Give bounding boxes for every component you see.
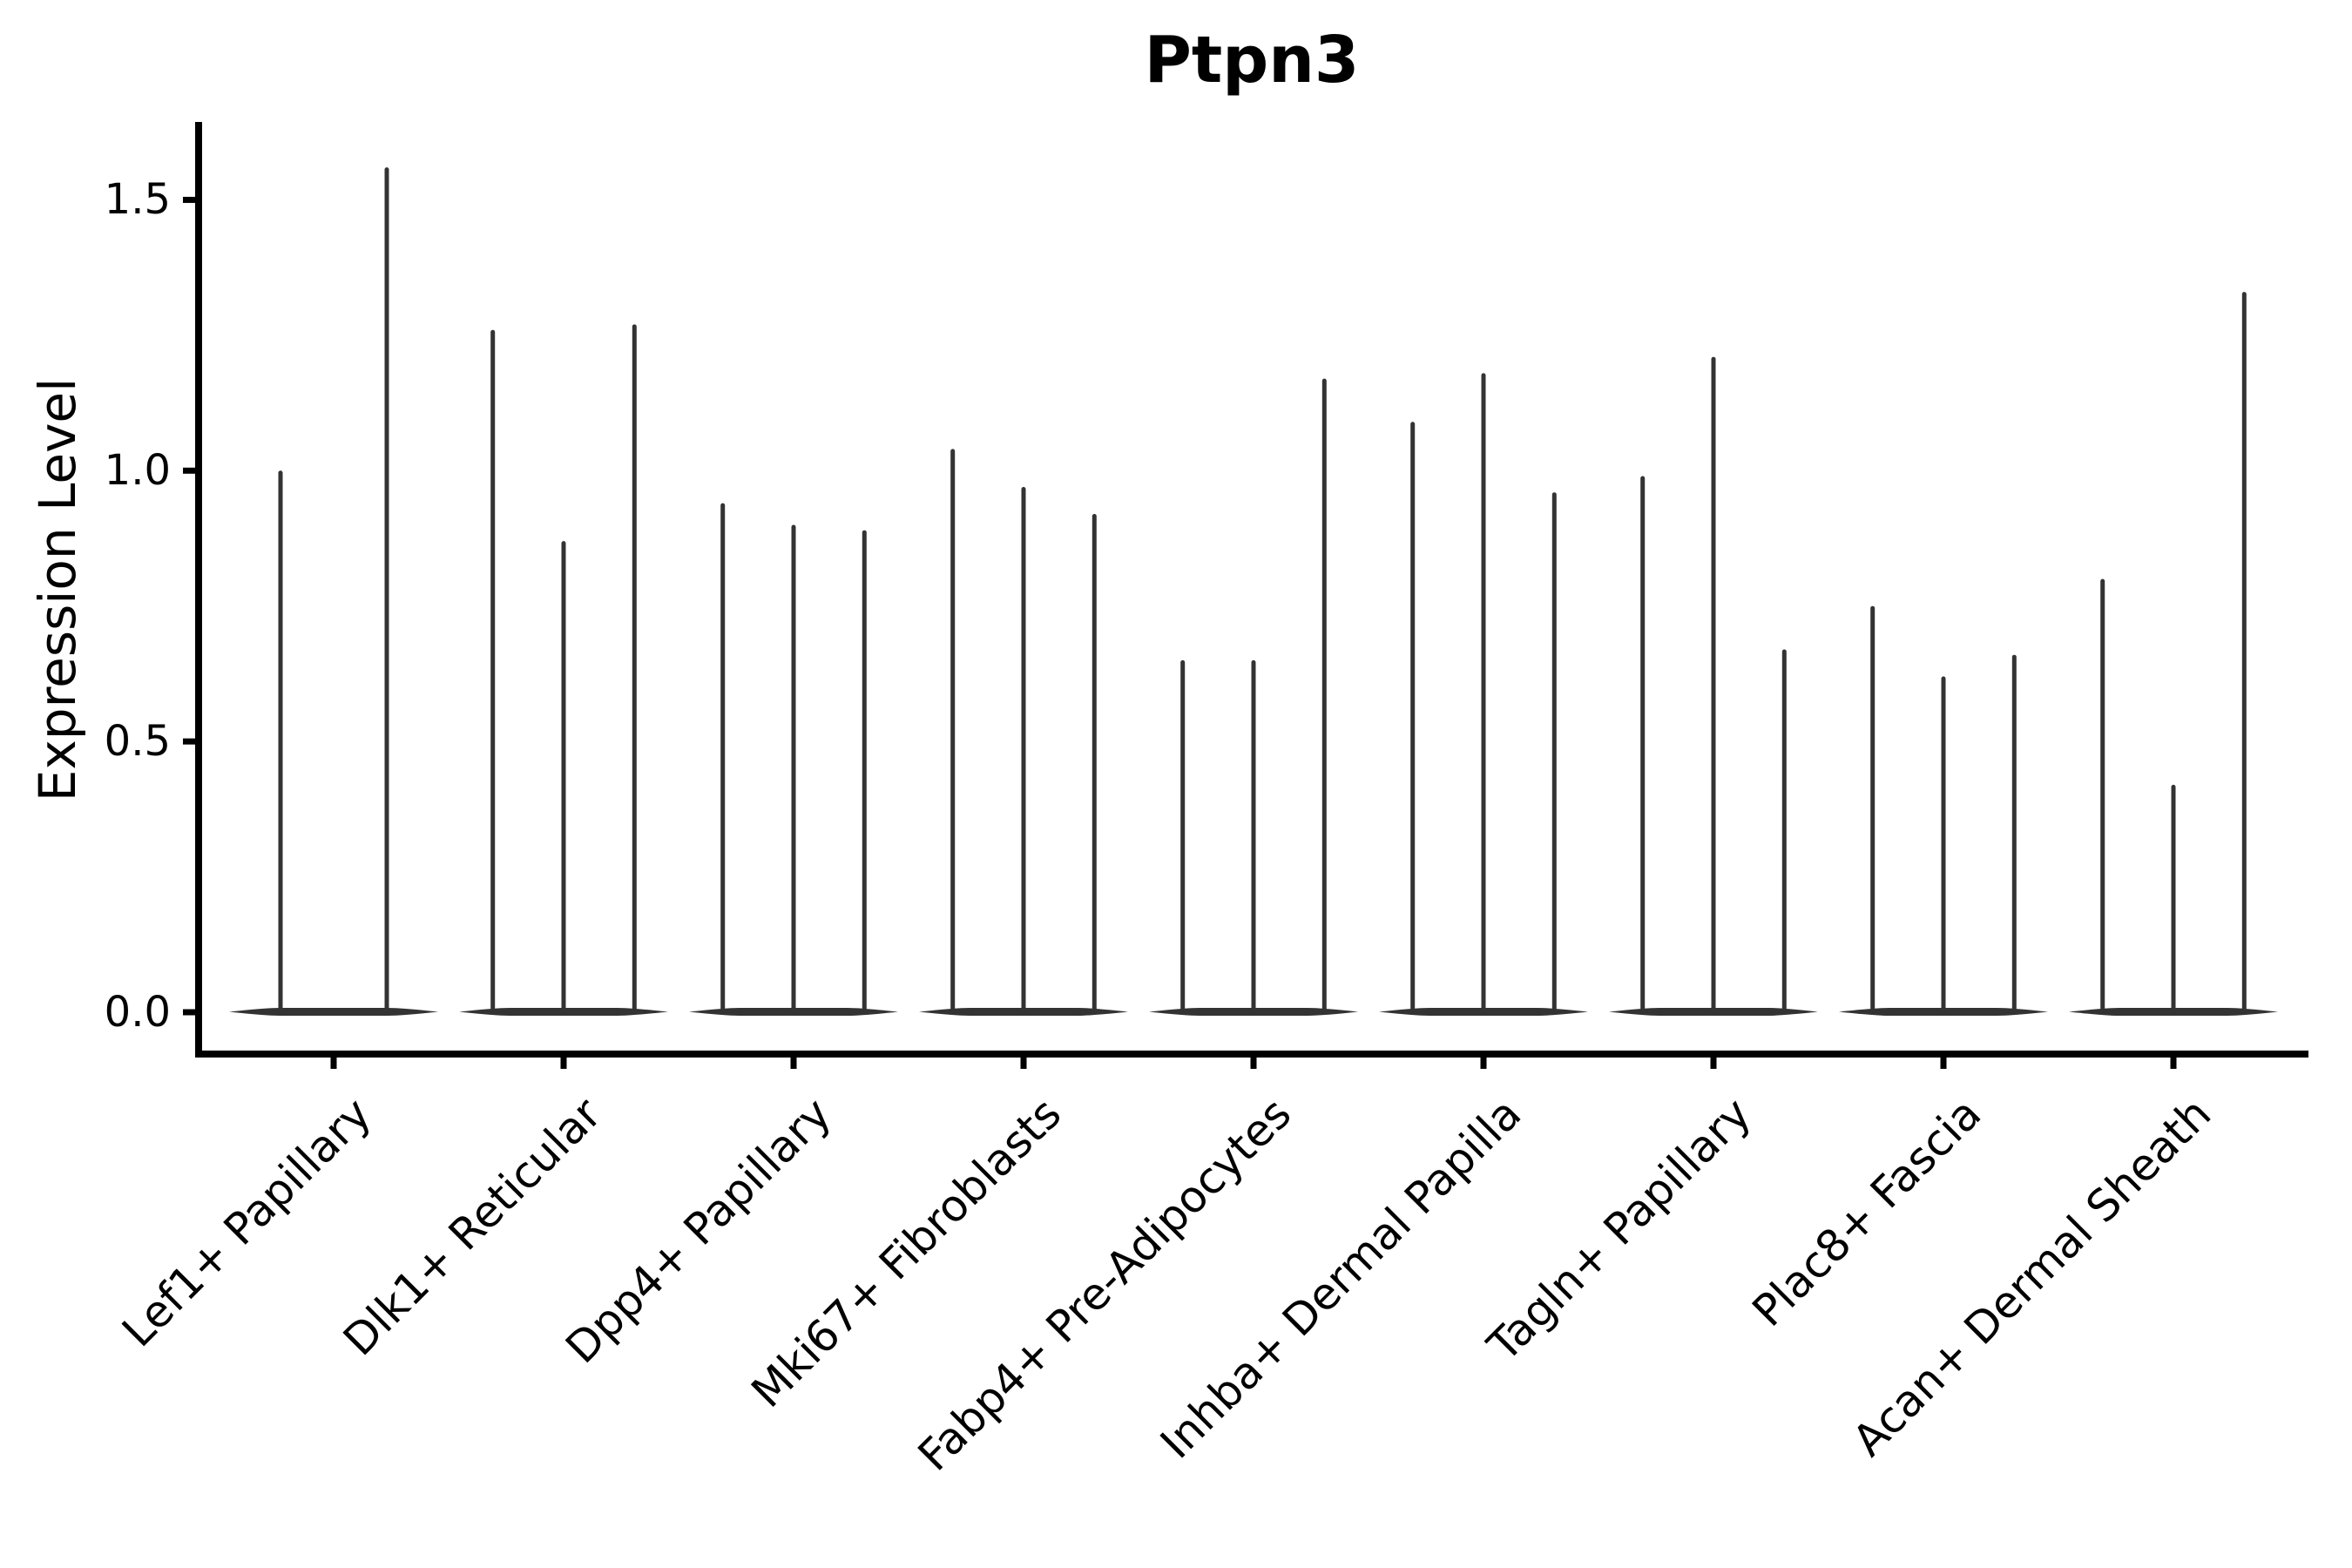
x-tick-mark-4	[1250, 1058, 1257, 1069]
violin-spike-0-1	[384, 167, 389, 1014]
violin-spike-0-0	[278, 470, 283, 1013]
y-tick-label-1.5: 1.5	[104, 175, 171, 225]
violin-spike-5-0	[1410, 422, 1416, 1013]
y-tick-mark-2	[183, 467, 195, 474]
violin-spike-6-1	[1711, 356, 1716, 1013]
violin-spike-2-2	[862, 530, 867, 1013]
violin-zero-density-0	[229, 1008, 438, 1016]
violin-spike-8-0	[2100, 578, 2105, 1013]
violin-spike-1-2	[632, 324, 637, 1013]
y-tick-label-0.0: 0.0	[104, 988, 171, 1037]
violin-spike-4-2	[1321, 378, 1327, 1014]
violin-spike-8-1	[2171, 784, 2176, 1013]
x-tick-mark-2	[790, 1058, 797, 1069]
violin-spike-7-1	[1941, 676, 1946, 1013]
violin-spike-2-0	[720, 503, 726, 1013]
violin-spike-4-0	[1180, 659, 1186, 1013]
x-tick-mark-7	[1940, 1058, 1947, 1069]
y-tick-label-1.0: 1.0	[104, 446, 171, 496]
violin-spike-5-1	[1481, 373, 1486, 1013]
violin-spike-3-0	[950, 449, 956, 1013]
violin-spike-8-2	[2241, 292, 2247, 1014]
y-tick-mark-0	[183, 1009, 195, 1016]
violin-spike-6-0	[1640, 476, 1646, 1013]
violin-spike-1-1	[561, 541, 566, 1013]
y-tick-mark-1	[183, 738, 195, 745]
y-tick-label-0.5: 0.5	[104, 717, 171, 767]
violin-spike-5-2	[1551, 492, 1557, 1013]
x-tick-mark-3	[1020, 1058, 1027, 1069]
x-tick-mark-8	[2170, 1058, 2177, 1069]
violin-spike-3-2	[1092, 514, 1097, 1013]
x-tick-mark-1	[560, 1058, 567, 1069]
x-tick-mark-6	[1710, 1058, 1717, 1069]
violin-spike-6-2	[1781, 649, 1787, 1013]
violin-spike-7-0	[1870, 605, 1876, 1013]
y-axis-spine	[195, 122, 202, 1058]
x-tick-mark-5	[1480, 1058, 1487, 1069]
chart-title: Ptpn3	[1144, 23, 1360, 98]
x-axis-spine	[195, 1051, 2308, 1058]
y-tick-mark-3	[183, 196, 195, 203]
violin-spike-1-0	[490, 329, 496, 1013]
violin-spike-4-1	[1251, 659, 1256, 1013]
x-tick-mark-0	[330, 1058, 337, 1069]
violin-spike-2-1	[791, 524, 796, 1013]
violin-spike-3-1	[1021, 487, 1026, 1013]
violin-spike-7-2	[2011, 654, 2017, 1013]
